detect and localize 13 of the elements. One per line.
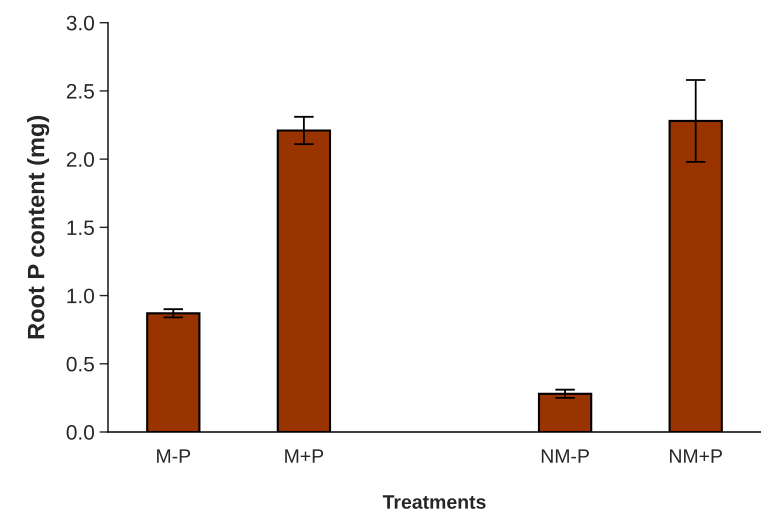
y-tick-label: 1.0: [67, 288, 94, 304]
x-tick-label: NM-P: [542, 449, 589, 463]
y-tick-label: 2.0: [66, 152, 94, 167]
x-tick-label: M-P: [157, 449, 190, 463]
y-tick-label: 2.5: [66, 84, 94, 99]
y-tick-label: 0.5: [66, 356, 94, 372]
x-tick-label: M+P: [285, 449, 324, 463]
x-axis-title: Treatments: [382, 495, 486, 509]
y-tick-label: 3.0: [66, 16, 94, 30]
y-tick-label: 0.0: [66, 425, 94, 440]
x-tick-label: NM+P: [670, 449, 722, 463]
y-tick-label: 1.5: [67, 220, 94, 236]
y-axis-title: Root P content (mg): [27, 116, 50, 338]
